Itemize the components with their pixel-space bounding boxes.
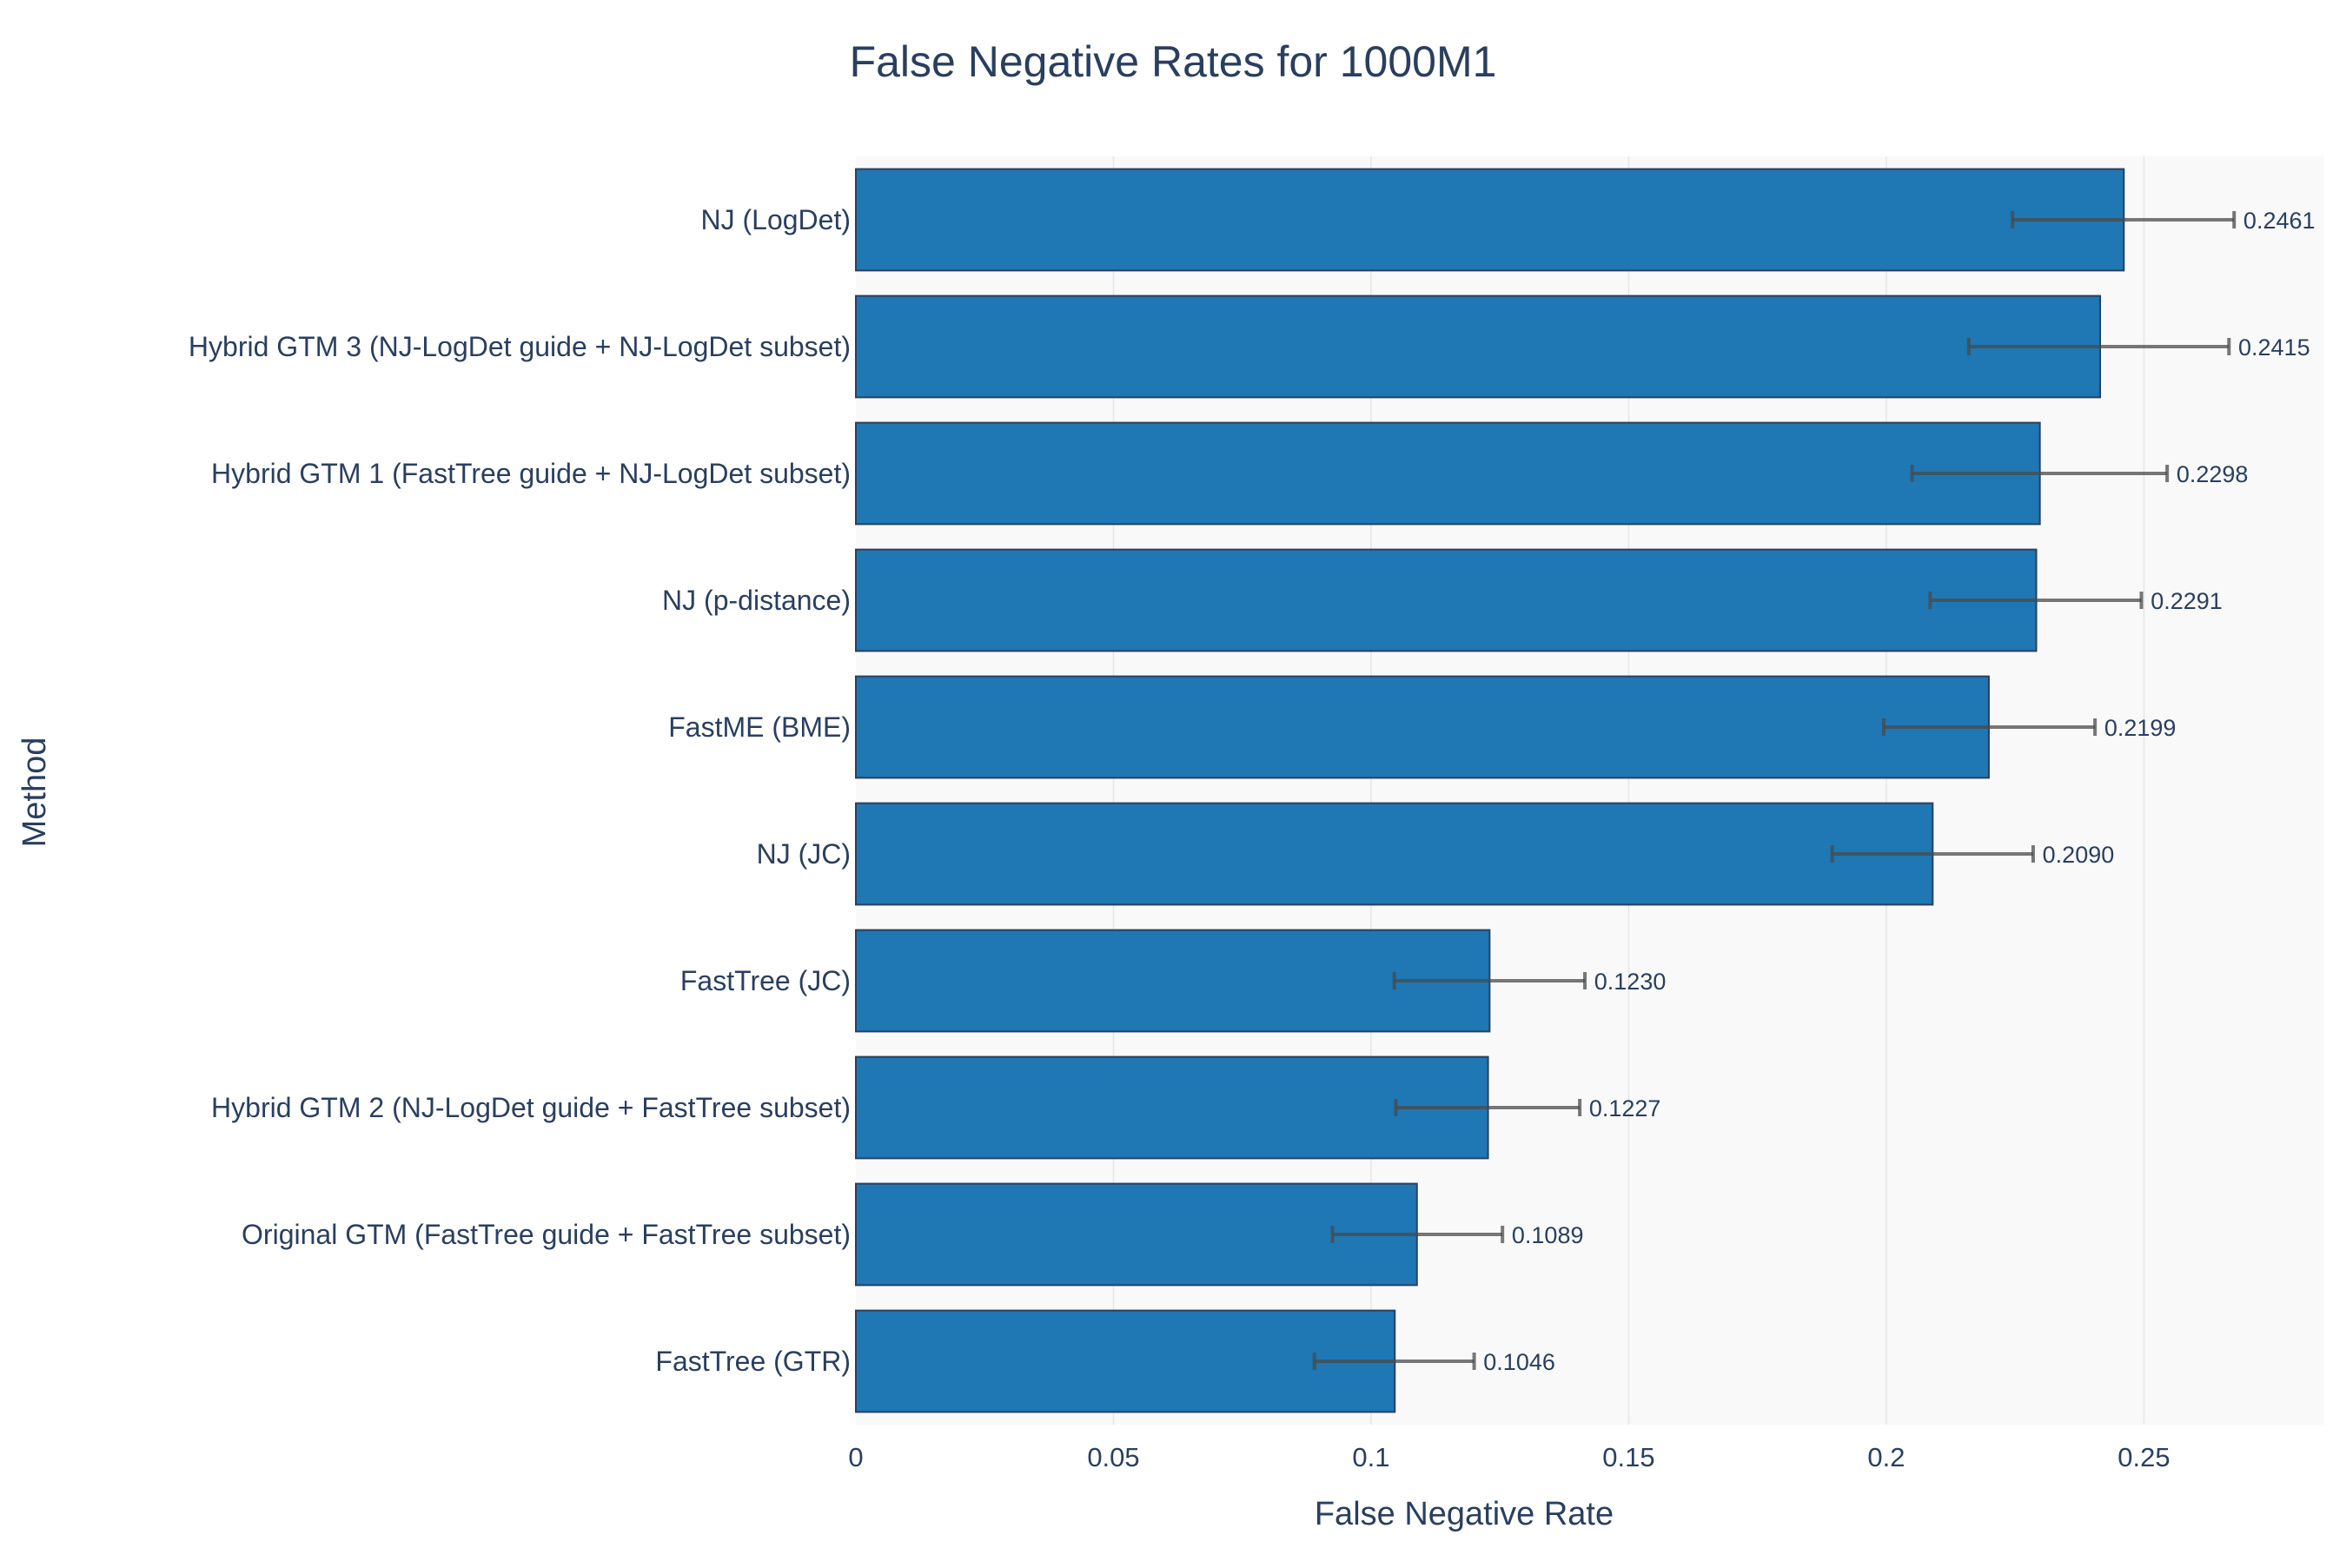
- bar: [855, 929, 1491, 1033]
- chart-title: False Negative Rates for 1000M1: [850, 37, 1497, 86]
- data-label: 0.2298: [2177, 461, 2249, 487]
- category-label: FastME (BME): [668, 711, 851, 743]
- bar: [855, 1182, 1418, 1287]
- category-label: Hybrid GTM 3 (NJ-LogDet guide + NJ-LogDe…: [189, 331, 851, 362]
- x-axis-title: False Negative Rate: [1315, 1496, 1614, 1532]
- data-label: 0.1046: [1483, 1349, 1555, 1375]
- plot-area: 0 0.05 0.1 0.15 0.2 0.25 NJ (LogDet) 0.2461 Hybr…: [189, 156, 2324, 1472]
- bar: [855, 1309, 1396, 1413]
- x-tick-label: 0.1: [1352, 1442, 1389, 1472]
- category-label: Hybrid GTM 1 (FastTree guide + NJ-LogDet…: [211, 458, 851, 489]
- x-tick-label: 0.15: [1602, 1442, 1654, 1472]
- data-label: 0.2090: [2043, 842, 2115, 868]
- category-label: FastTree (JC): [680, 965, 851, 996]
- category-label: NJ (JC): [757, 838, 851, 870]
- bar: [855, 802, 1934, 906]
- category-label: FastTree (GTR): [655, 1346, 851, 1377]
- data-label: 0.1227: [1589, 1095, 1661, 1121]
- category-label: NJ (p-distance): [662, 585, 851, 616]
- data-label: 0.2291: [2150, 588, 2223, 614]
- bar: [855, 1055, 1489, 1160]
- x-tick-label: 0: [848, 1442, 863, 1472]
- bar: [855, 675, 1990, 779]
- x-tick-label: 0.2: [1867, 1442, 1905, 1472]
- data-label: 0.1089: [1512, 1222, 1584, 1248]
- bar: [855, 548, 2038, 652]
- data-label: 0.2199: [2104, 715, 2177, 741]
- y-axis-title: Method: [17, 738, 53, 848]
- category-label: Original GTM (FastTree guide + FastTree …: [242, 1219, 851, 1250]
- bar: [855, 421, 2041, 526]
- x-tick-label: 0.05: [1087, 1442, 1139, 1472]
- category-label: NJ (LogDet): [701, 204, 852, 235]
- category-label: Hybrid GTM 2 (NJ-LogDet guide + FastTree…: [211, 1092, 851, 1123]
- data-label: 0.1230: [1594, 969, 1667, 995]
- data-label: 0.2415: [2238, 334, 2310, 361]
- bar: [855, 168, 2125, 272]
- x-tick-label: 0.25: [2117, 1442, 2170, 1472]
- data-label: 0.2461: [2243, 208, 2316, 234]
- bar: [855, 294, 2102, 399]
